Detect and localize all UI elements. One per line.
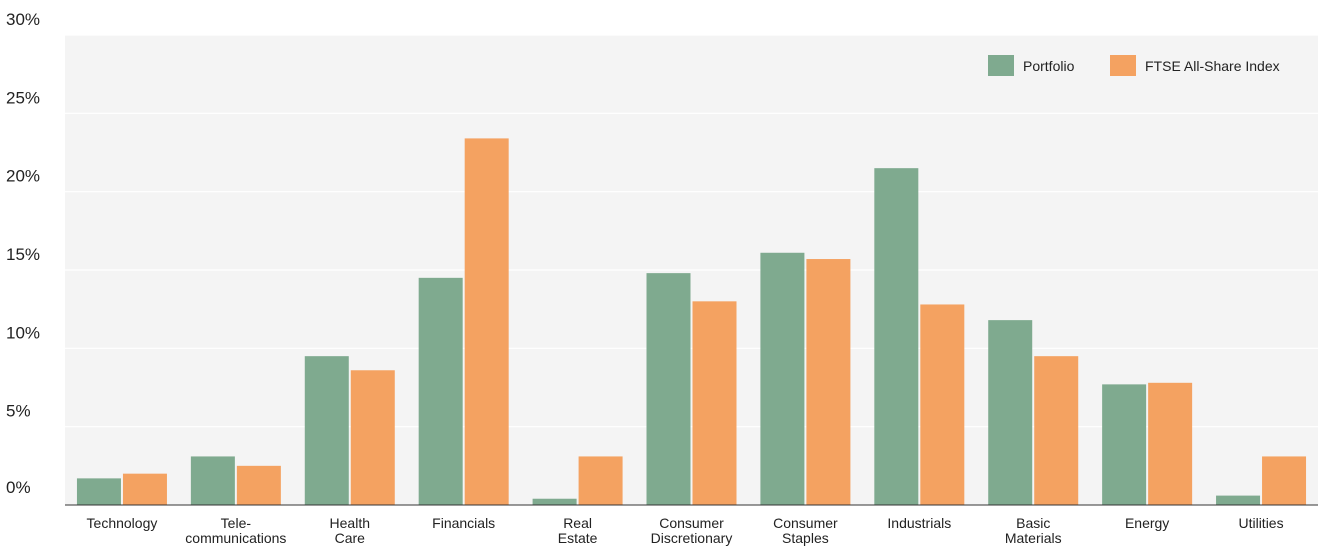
x-category-label-line: Health [330,515,370,531]
bar-portfolio [988,320,1033,505]
y-tick-label: 15% [6,245,40,264]
x-category-label-line: Real [563,515,592,531]
bar-portfolio [1216,495,1261,505]
gridlines [65,34,1318,428]
bar-ftse-all-share-index [806,259,851,505]
x-category-label: Technology [87,515,158,531]
bar-portfolio [646,273,691,505]
x-category-label-line: Industrials [887,515,951,531]
x-category-label: Utilities [1238,515,1283,531]
x-category-label: Financials [432,515,495,531]
legend-label-ftse-all-share-index: FTSE All-Share Index [1145,58,1280,74]
bar-ftse-all-share-index [350,370,395,505]
y-axis-tick-labels: 0% 5% 10% 15% 20% 25% 30% [6,10,40,497]
y-tick-label: 20% [6,167,40,186]
bar-portfolio [190,456,235,505]
x-category-label: Consumer Discretionary [651,515,733,546]
legend: Portfolio FTSE All-Share Index [988,55,1280,76]
y-tick-label: 5% [6,402,31,421]
bar-ftse-all-share-index [464,138,509,505]
y-tick-label: 25% [6,88,40,107]
bar-ftse-all-share-index [1148,382,1193,505]
bars [76,138,1307,505]
legend-swatch-portfolio [988,55,1014,76]
x-category-label: Consumer Staples [773,515,838,546]
x-category-label: Energy [1125,515,1169,531]
bar-portfolio [304,356,349,505]
legend-label-portfolio: Portfolio [1023,58,1075,74]
legend-swatch-ftse-all-share-index [1110,55,1136,76]
x-category-label-line: Care [335,530,366,546]
bar-ftse-all-share-index [920,304,965,505]
bar-portfolio [1102,384,1147,505]
bar-ftse-all-share-index [692,301,737,505]
x-category-label: Tele-communications [185,515,286,546]
x-category-label-line: Tele- [221,515,252,531]
y-tick-label: 0% [6,478,31,497]
x-category-label-line: Materials [1005,530,1062,546]
x-category-label-line: Utilities [1238,515,1283,531]
x-axis-category-labels: Technology Tele-communications Health Care F… [87,515,1284,546]
x-category-label: Basic Materials [1005,515,1062,546]
bar-portfolio [760,252,805,505]
x-category-label-line: Financials [432,515,495,531]
bar-ftse-all-share-index [122,473,167,505]
x-category-label-line: Basic [1016,515,1050,531]
bar-portfolio [76,478,121,505]
bar-portfolio [532,498,577,505]
x-category-label-line: Staples [782,530,829,546]
x-category-label-line: Technology [87,515,158,531]
bar-ftse-all-share-index [1262,456,1307,505]
y-tick-label: 30% [6,10,40,29]
x-category-label-line: Estate [558,530,598,546]
bar-ftse-all-share-index [236,465,281,505]
y-tick-label: 10% [6,323,40,342]
x-category-label: Health Care [330,515,370,546]
bar-portfolio [418,277,463,505]
x-category-label-line: Consumer [773,515,838,531]
x-category-label-line: Discretionary [651,530,733,546]
x-category-label: Real Estate [558,515,598,546]
x-category-label-line: communications [185,530,286,546]
bar-ftse-all-share-index [1034,356,1079,505]
x-category-label: Industrials [887,515,951,531]
x-category-label-line: Consumer [659,515,724,531]
bar-ftse-all-share-index [578,456,623,505]
x-category-label-line: Energy [1125,515,1169,531]
bar-portfolio [874,168,919,505]
